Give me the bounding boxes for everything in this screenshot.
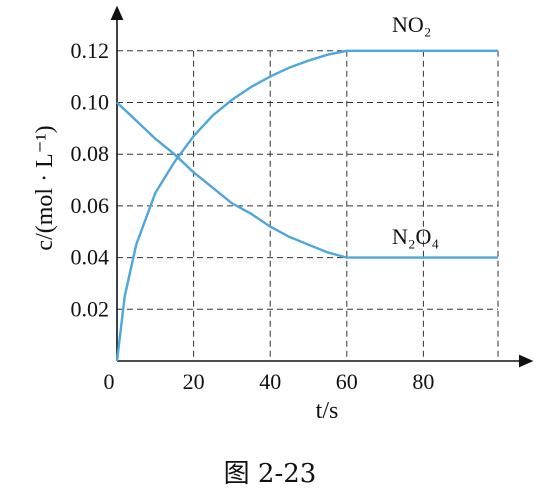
y-tick-label: 0.04 <box>71 245 110 270</box>
data-series <box>115 49 498 362</box>
tick-labels: 0.02 0.04 0.06 0.08 0.10 0.12 0 20 40 60 80 <box>71 38 435 394</box>
grid-lines <box>117 50 499 361</box>
x-tick-label: 0 <box>104 369 115 394</box>
y-tick-label: 0.12 <box>71 38 110 63</box>
x-tick-label: 20 <box>183 369 205 394</box>
axes <box>110 5 534 368</box>
x-axis-label: t/s <box>316 398 339 424</box>
y-tick-label: 0.08 <box>71 141 110 166</box>
x-tick-label: 60 <box>336 369 358 394</box>
y-axis-label: c/(mol · L⁻¹) <box>32 125 58 250</box>
series-line-1 <box>116 101 498 259</box>
y-tick-label: 0.06 <box>71 193 110 218</box>
series-line-0 <box>115 49 498 362</box>
x-tick-label: 40 <box>259 369 281 394</box>
x-tick-label: 80 <box>412 369 434 394</box>
figure-caption: 图 2-23 <box>224 459 317 489</box>
y-tick-label: 0.10 <box>71 90 110 115</box>
series-label-n2o4: N₂O₄ <box>392 224 439 249</box>
series-label-no2: NO₂ <box>392 12 431 37</box>
y-tick-label: 0.02 <box>71 296 110 321</box>
